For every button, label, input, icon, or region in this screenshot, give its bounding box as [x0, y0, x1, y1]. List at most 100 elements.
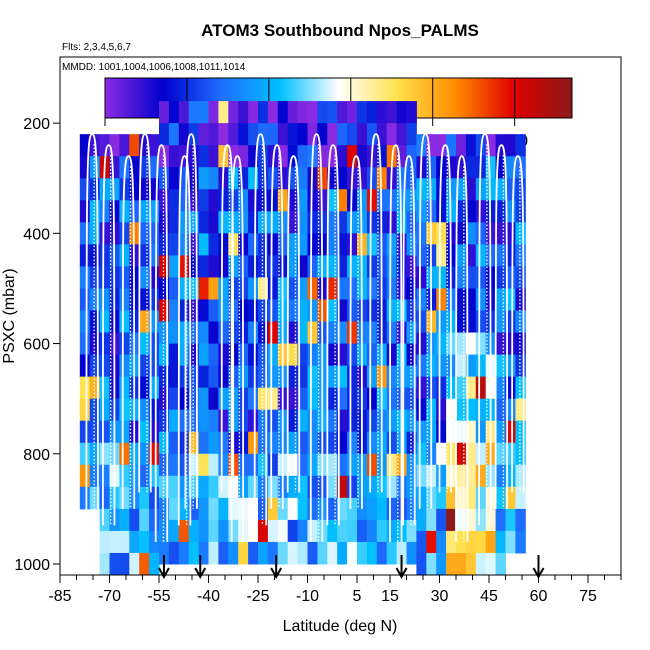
- heatmap-cell: [337, 255, 348, 278]
- heatmap-cell: [159, 453, 170, 477]
- heatmap-cell: [287, 233, 299, 256]
- heatmap-cell: [208, 321, 219, 345]
- heatmap-cell: [89, 310, 101, 334]
- heatmap-cell: [337, 497, 348, 521]
- heatmap-cell: [416, 244, 427, 267]
- heatmap-cell: [406, 541, 417, 565]
- heatmap-cell: [208, 277, 219, 300]
- heatmap-cell: [258, 365, 269, 389]
- heatmap-cell: [416, 354, 427, 378]
- heatmap-cell: [129, 530, 140, 554]
- heatmap-cell: [505, 332, 516, 356]
- heatmap-cell: [208, 233, 219, 256]
- heatmap-cell: [307, 497, 318, 521]
- heatmap-cell: [495, 354, 506, 378]
- profile-line: [369, 133, 383, 493]
- heatmap-cell: [139, 310, 150, 334]
- heatmap-cell: [159, 321, 170, 345]
- dates-label: MMDD: 1001,1004,1006,1008,1011,1014: [62, 62, 246, 73]
- heatmap-cell: [347, 541, 358, 565]
- heatmap-cell: [79, 464, 91, 488]
- heatmap-cell: [456, 552, 467, 575]
- heatmap-cell: [515, 244, 526, 267]
- heatmap-cell: [456, 420, 467, 444]
- heatmap-cell: [139, 178, 150, 201]
- heatmap-cell: [208, 409, 219, 433]
- heatmap-cell: [99, 200, 110, 223]
- heatmap-cell: [495, 464, 506, 488]
- heatmap-cell: [456, 398, 467, 422]
- heatmap-cell: [238, 167, 249, 190]
- profile-line: [138, 133, 152, 493]
- heatmap-cell: [198, 167, 209, 190]
- heatmap-cell: [366, 321, 378, 345]
- heatmap-cell: [317, 189, 328, 212]
- heatmap-cell: [168, 497, 180, 521]
- heatmap-cell: [178, 299, 190, 323]
- heatmap-cell: [149, 156, 160, 179]
- heatmap-cell: [347, 321, 358, 345]
- heatmap-cell: [406, 233, 417, 256]
- heatmap-cell: [406, 299, 417, 323]
- heatmap-cell: [396, 541, 407, 565]
- heatmap-cell: [287, 409, 299, 433]
- heatmap-cell: [99, 376, 110, 400]
- heatmap-cell: [505, 530, 516, 554]
- heatmap-cell: [505, 266, 516, 289]
- heatmap-cell: [89, 332, 101, 356]
- heatmap-cell: [188, 365, 200, 389]
- heatmap-cell: [159, 167, 170, 190]
- heatmap-cell: [99, 530, 110, 554]
- heatmap-cell: [258, 497, 269, 521]
- heatmap-cell: [436, 376, 447, 400]
- flight-marker-arrowhead: [395, 567, 408, 580]
- heatmap-cell: [456, 508, 467, 532]
- heatmap-cell: [258, 519, 269, 543]
- heatmap-cell: [495, 288, 506, 311]
- heatmap-cell: [287, 431, 299, 455]
- heatmap-cell: [198, 365, 209, 389]
- heatmap-cell: [208, 519, 219, 543]
- heatmap-cell: [456, 442, 467, 466]
- heatmap-cell: [485, 156, 497, 179]
- heatmap-cell: [218, 365, 229, 389]
- y-axis-tick-label: 800: [23, 447, 50, 464]
- profile-line: [286, 155, 301, 493]
- heatmap-cell: [119, 552, 130, 575]
- heatmap-cell: [119, 464, 130, 488]
- heatmap-cell: [327, 277, 338, 300]
- heatmap-cell: [267, 321, 279, 345]
- heatmap-cell: [129, 552, 140, 575]
- heatmap-cell: [337, 211, 348, 234]
- heatmap-cell: [89, 398, 101, 422]
- heatmap-cell: [258, 123, 269, 146]
- profile-line: [85, 133, 99, 542]
- heatmap-cell: [119, 134, 130, 157]
- heatmap-cell: [475, 464, 487, 488]
- heatmap-cell: [218, 277, 229, 300]
- heatmap-cell: [79, 288, 91, 311]
- heatmap-cell: [208, 541, 219, 565]
- heatmap-cell: [307, 233, 318, 256]
- heatmap-cell: [297, 189, 308, 212]
- heatmap-cell: [159, 189, 170, 212]
- heatmap-cell: [347, 277, 358, 300]
- heatmap-cell: [218, 475, 229, 499]
- heatmap-cell: [436, 442, 447, 466]
- x-axis-tick-label: 45: [480, 588, 498, 605]
- heatmap-cell: [248, 233, 259, 256]
- heatmap-cell: [89, 464, 101, 488]
- heatmap-cell: [287, 453, 299, 477]
- heatmap-cell: [119, 266, 130, 289]
- heatmap-cell: [515, 266, 526, 289]
- heatmap-cell: [297, 167, 308, 190]
- heatmap-cell: [505, 200, 516, 223]
- x-axis-tick-label: 60: [530, 588, 548, 605]
- heatmap-cell: [366, 497, 378, 521]
- heatmap-cell: [139, 442, 150, 466]
- heatmap-cell: [386, 343, 398, 367]
- heatmap-cell: [357, 497, 368, 521]
- heatmap-cell: [287, 365, 299, 389]
- heatmap-cell: [327, 123, 338, 146]
- heatmap-cell: [287, 255, 299, 278]
